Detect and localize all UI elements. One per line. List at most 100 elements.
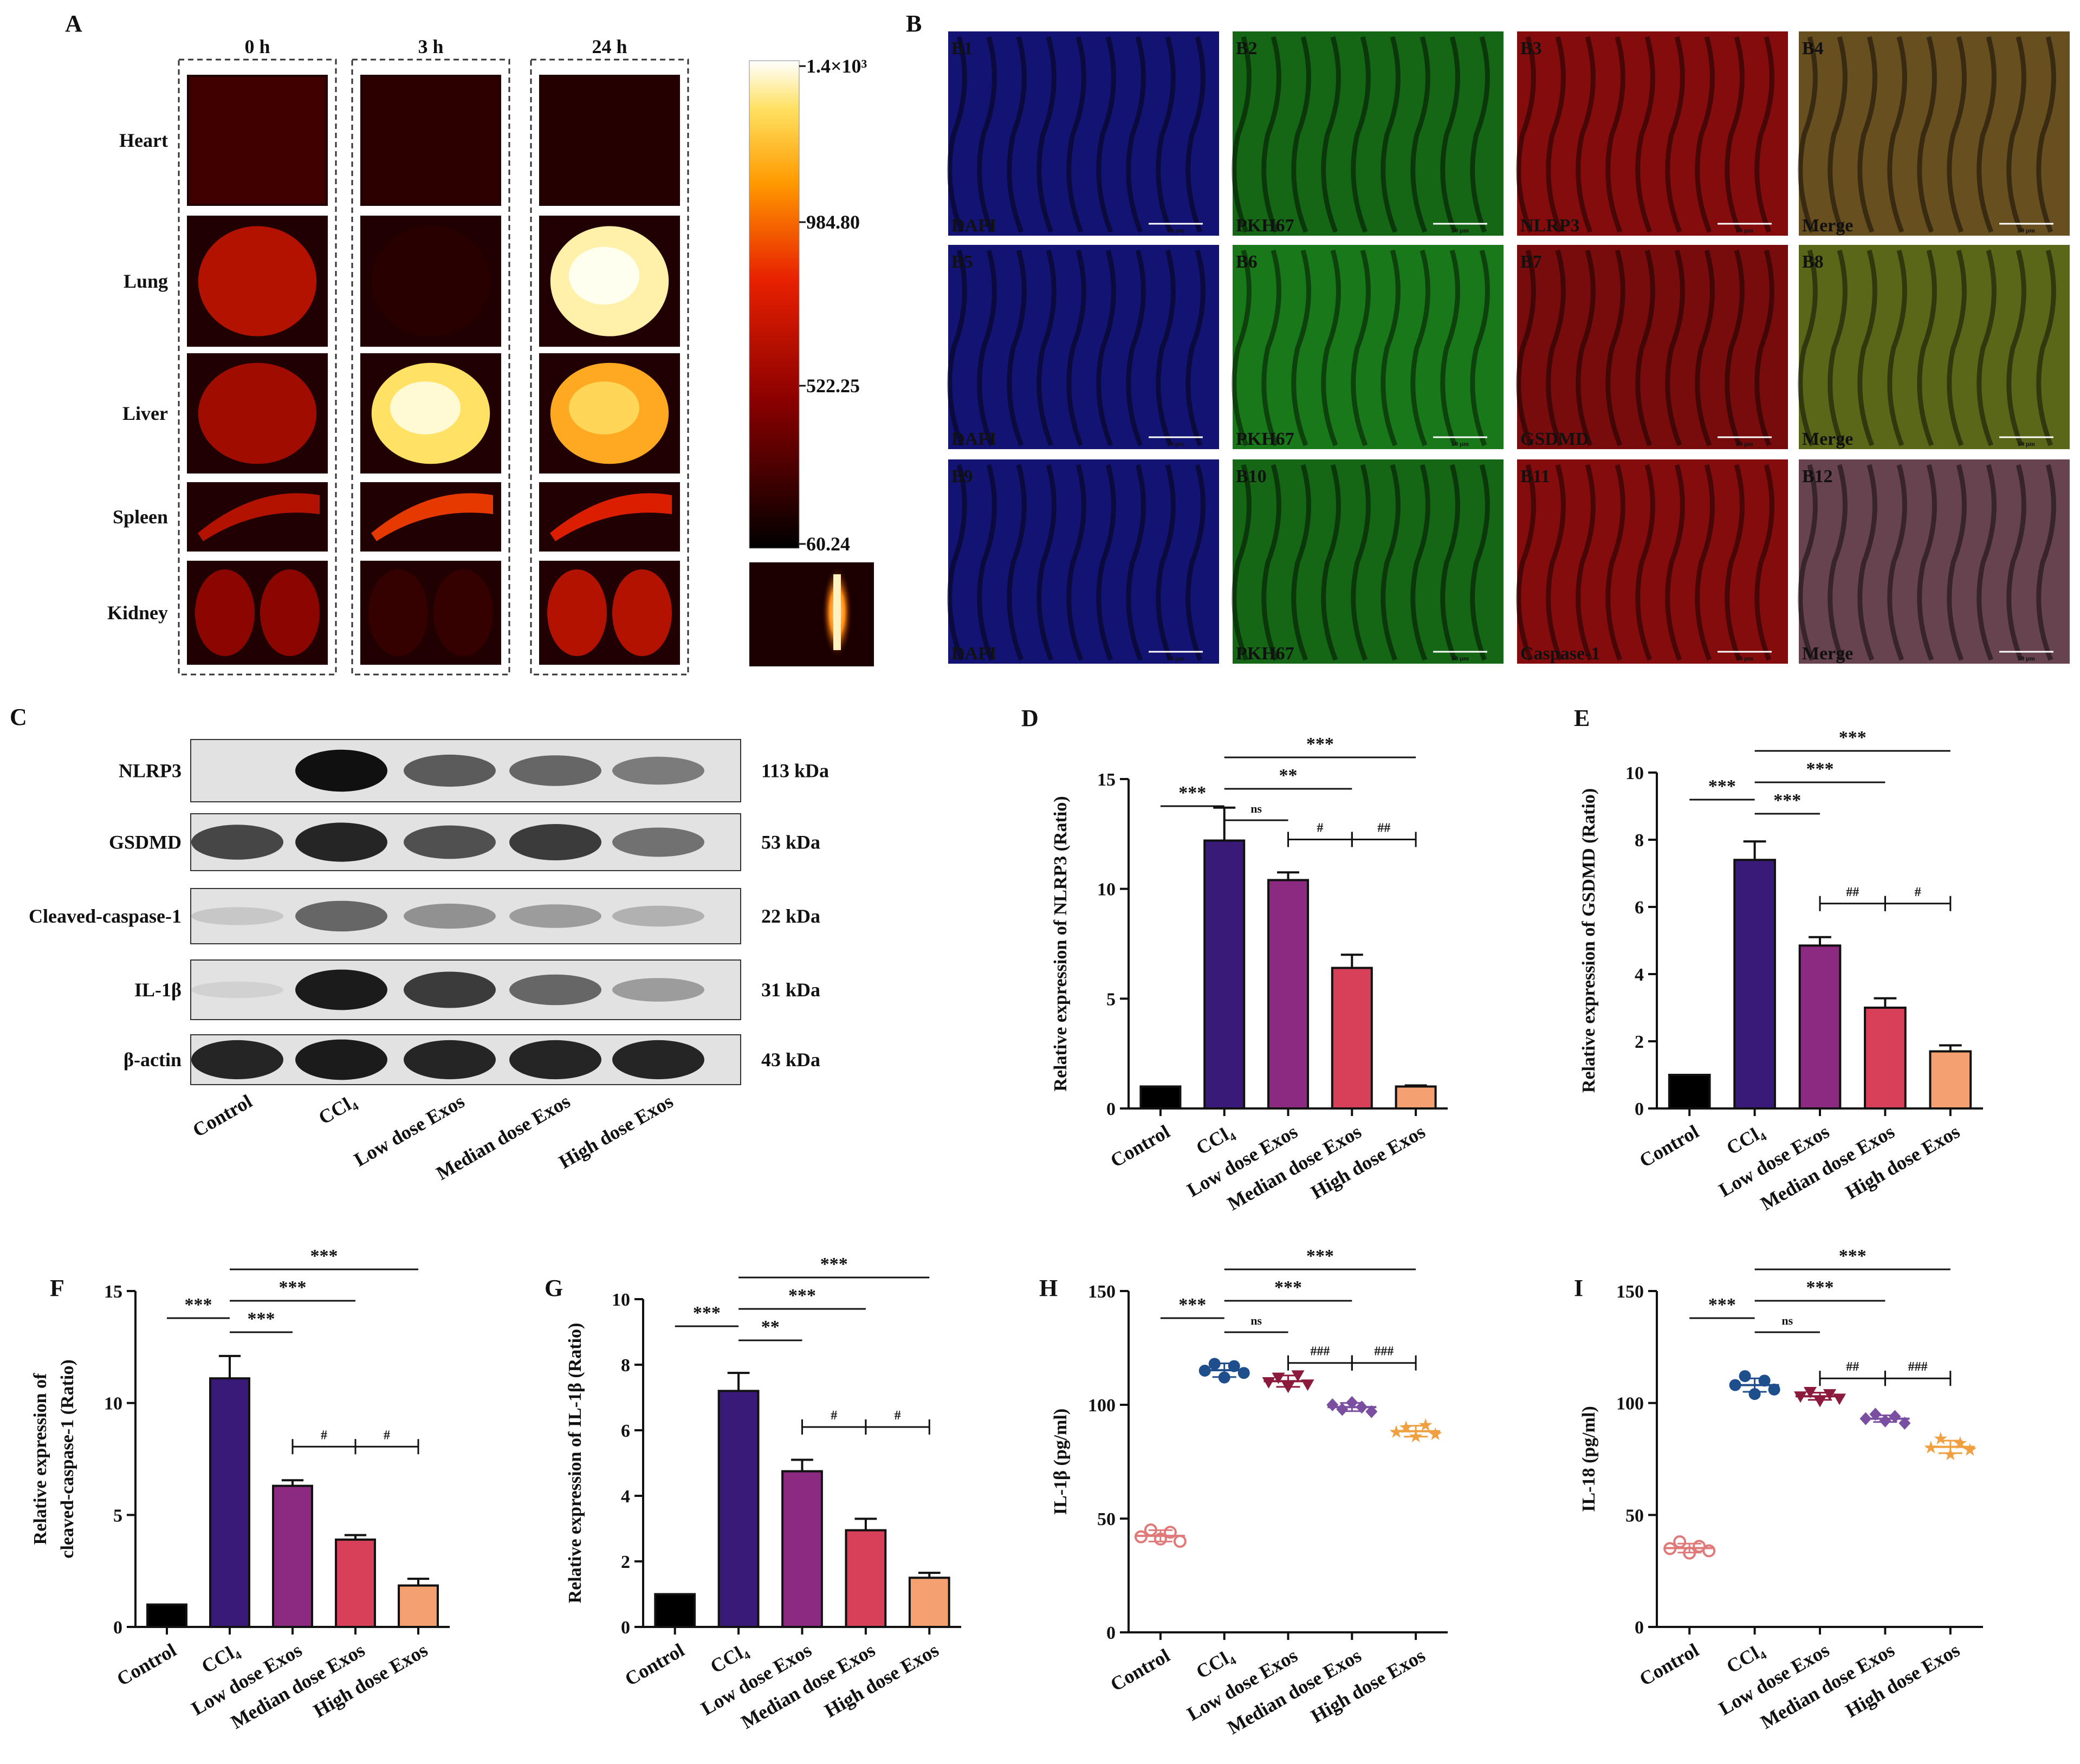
tissue-texture [1261,249,1281,446]
blot-band [295,1039,387,1080]
bar [1267,879,1310,1110]
significance-label: *** [1178,1295,1206,1315]
organ-label: Kidney [107,602,168,624]
tissue-texture [1887,249,1907,446]
tissue-texture [1828,36,1848,233]
tissue-texture [1351,36,1371,233]
x-tick-label: Control [113,1639,180,1690]
data-point [1173,1535,1187,1548]
y-axis-label: Relative expression of GSDMD (Ratio) [1579,788,1599,1093]
data-point [1281,1382,1295,1393]
tissue-texture [2006,249,2026,446]
tissue-texture [1066,249,1086,446]
data-point [1889,1410,1901,1423]
y-tick-label: 2 [1635,1032,1644,1052]
stain-label: Merge [1802,644,1853,664]
panel-b-fluorescence-grid: B1 DAPI 50 μm B2 PKH67 50 μm B3 NLRP3 50 μm B4 Mer… [947,31,2070,664]
blot-band [191,981,283,998]
data-point [1934,1431,1948,1445]
significance-label: *** [279,1277,307,1298]
tissue-texture [1947,36,1967,233]
significance-label: *** [1839,728,1867,748]
bar [398,1584,439,1629]
data-point [1739,1370,1751,1383]
tissue-texture [1470,464,1490,661]
data-point [1702,1544,1716,1558]
time-label: 24 h [592,36,627,57]
organ-shape [198,362,317,464]
tissue-texture [1096,249,1116,446]
data-point [1869,1408,1882,1421]
organ-shape [371,226,490,336]
data-point [1823,1389,1836,1401]
y-tick-label: 10 [612,1290,630,1310]
significance-label: *** [1806,1277,1834,1298]
data-point [1218,1371,1230,1384]
tissue-texture [1232,464,1252,661]
data-point [1301,1379,1314,1391]
stain-label: PKH67 [1236,216,1294,236]
bar [845,1529,887,1628]
blot-band [191,1040,283,1080]
micrograph-stain [948,31,1219,236]
data-point [1663,1542,1677,1555]
y-tick-label: 0 [113,1618,122,1638]
tissue-texture [1470,36,1490,233]
hash-label: ### [1908,1360,1928,1374]
tissue-texture [1725,36,1745,233]
data-point [1262,1377,1275,1389]
panel-a-ivis-imaging: 0 h 3 h 24 h Heart Lung Liver Spleen Kidney 1.4×… [107,36,874,676]
tile-id-label: B10 [1236,466,1267,487]
tissue-texture [1947,249,1967,446]
tissue-texture [947,36,967,233]
tissue-texture [1798,249,1818,446]
tissue-texture [1156,464,1176,661]
x-tick-label: CCl₄ [707,1639,751,1677]
tissue-texture [1754,36,1774,233]
data-point [1134,1530,1148,1543]
heart-image [362,77,499,204]
tissue-texture [1828,464,1848,661]
y-tick-label: 0 [1106,1623,1116,1643]
hash-label: # [895,1409,901,1423]
tile-id-label: B2 [1236,38,1258,59]
organ-label: Spleen [113,506,168,528]
micrograph-stain [1517,31,1788,236]
y-tick-label: 150 [1616,1282,1644,1302]
y-tick-label: 8 [621,1356,630,1376]
x-tick-label: Control [1107,1120,1174,1171]
tissue-texture [1917,36,1937,233]
colorbar-tick-label: 522.25 [806,375,860,397]
tissue-texture [1470,249,1490,446]
y-tick-label: 4 [621,1487,630,1507]
tissue-texture [1887,464,1907,661]
tissue-texture [1828,249,1848,446]
tissue-texture [1007,36,1027,233]
tissue-texture [1232,249,1252,446]
scale-bar-label: 50 μm [1452,226,1469,234]
bar [1139,1085,1182,1110]
tissue-texture [947,464,967,661]
significance-label: *** [248,1309,275,1329]
panel-letter: G [545,1275,563,1301]
micrograph-stain [948,459,1219,664]
y-tick-label: 4 [1635,965,1644,985]
tube-core [833,574,841,650]
y-tick-label: 0 [1635,1099,1644,1119]
tissue-texture [1857,249,1877,446]
y-tick-label: 0 [621,1618,630,1638]
tissue-texture [1576,36,1596,233]
blot-band [509,904,601,928]
blot-band [295,749,387,792]
bar [335,1538,376,1629]
data-point [1326,1398,1339,1411]
tissue-texture [1096,464,1116,661]
tissue-texture [1665,36,1685,233]
tissue-texture [1695,464,1715,661]
tissue-texture [1440,36,1460,233]
tissue-texture [1232,36,1252,233]
scale-bar-label: 50 μm [2018,440,2035,448]
data-point [1356,1400,1368,1414]
tissue-texture [1096,36,1116,233]
